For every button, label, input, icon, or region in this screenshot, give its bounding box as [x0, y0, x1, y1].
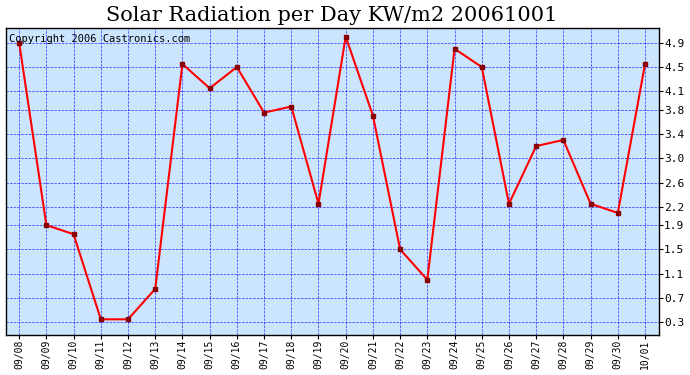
Text: Copyright 2006 Castronics.com: Copyright 2006 Castronics.com: [9, 34, 190, 44]
Title: Solar Radiation per Day KW/m2 20061001: Solar Radiation per Day KW/m2 20061001: [106, 6, 558, 24]
